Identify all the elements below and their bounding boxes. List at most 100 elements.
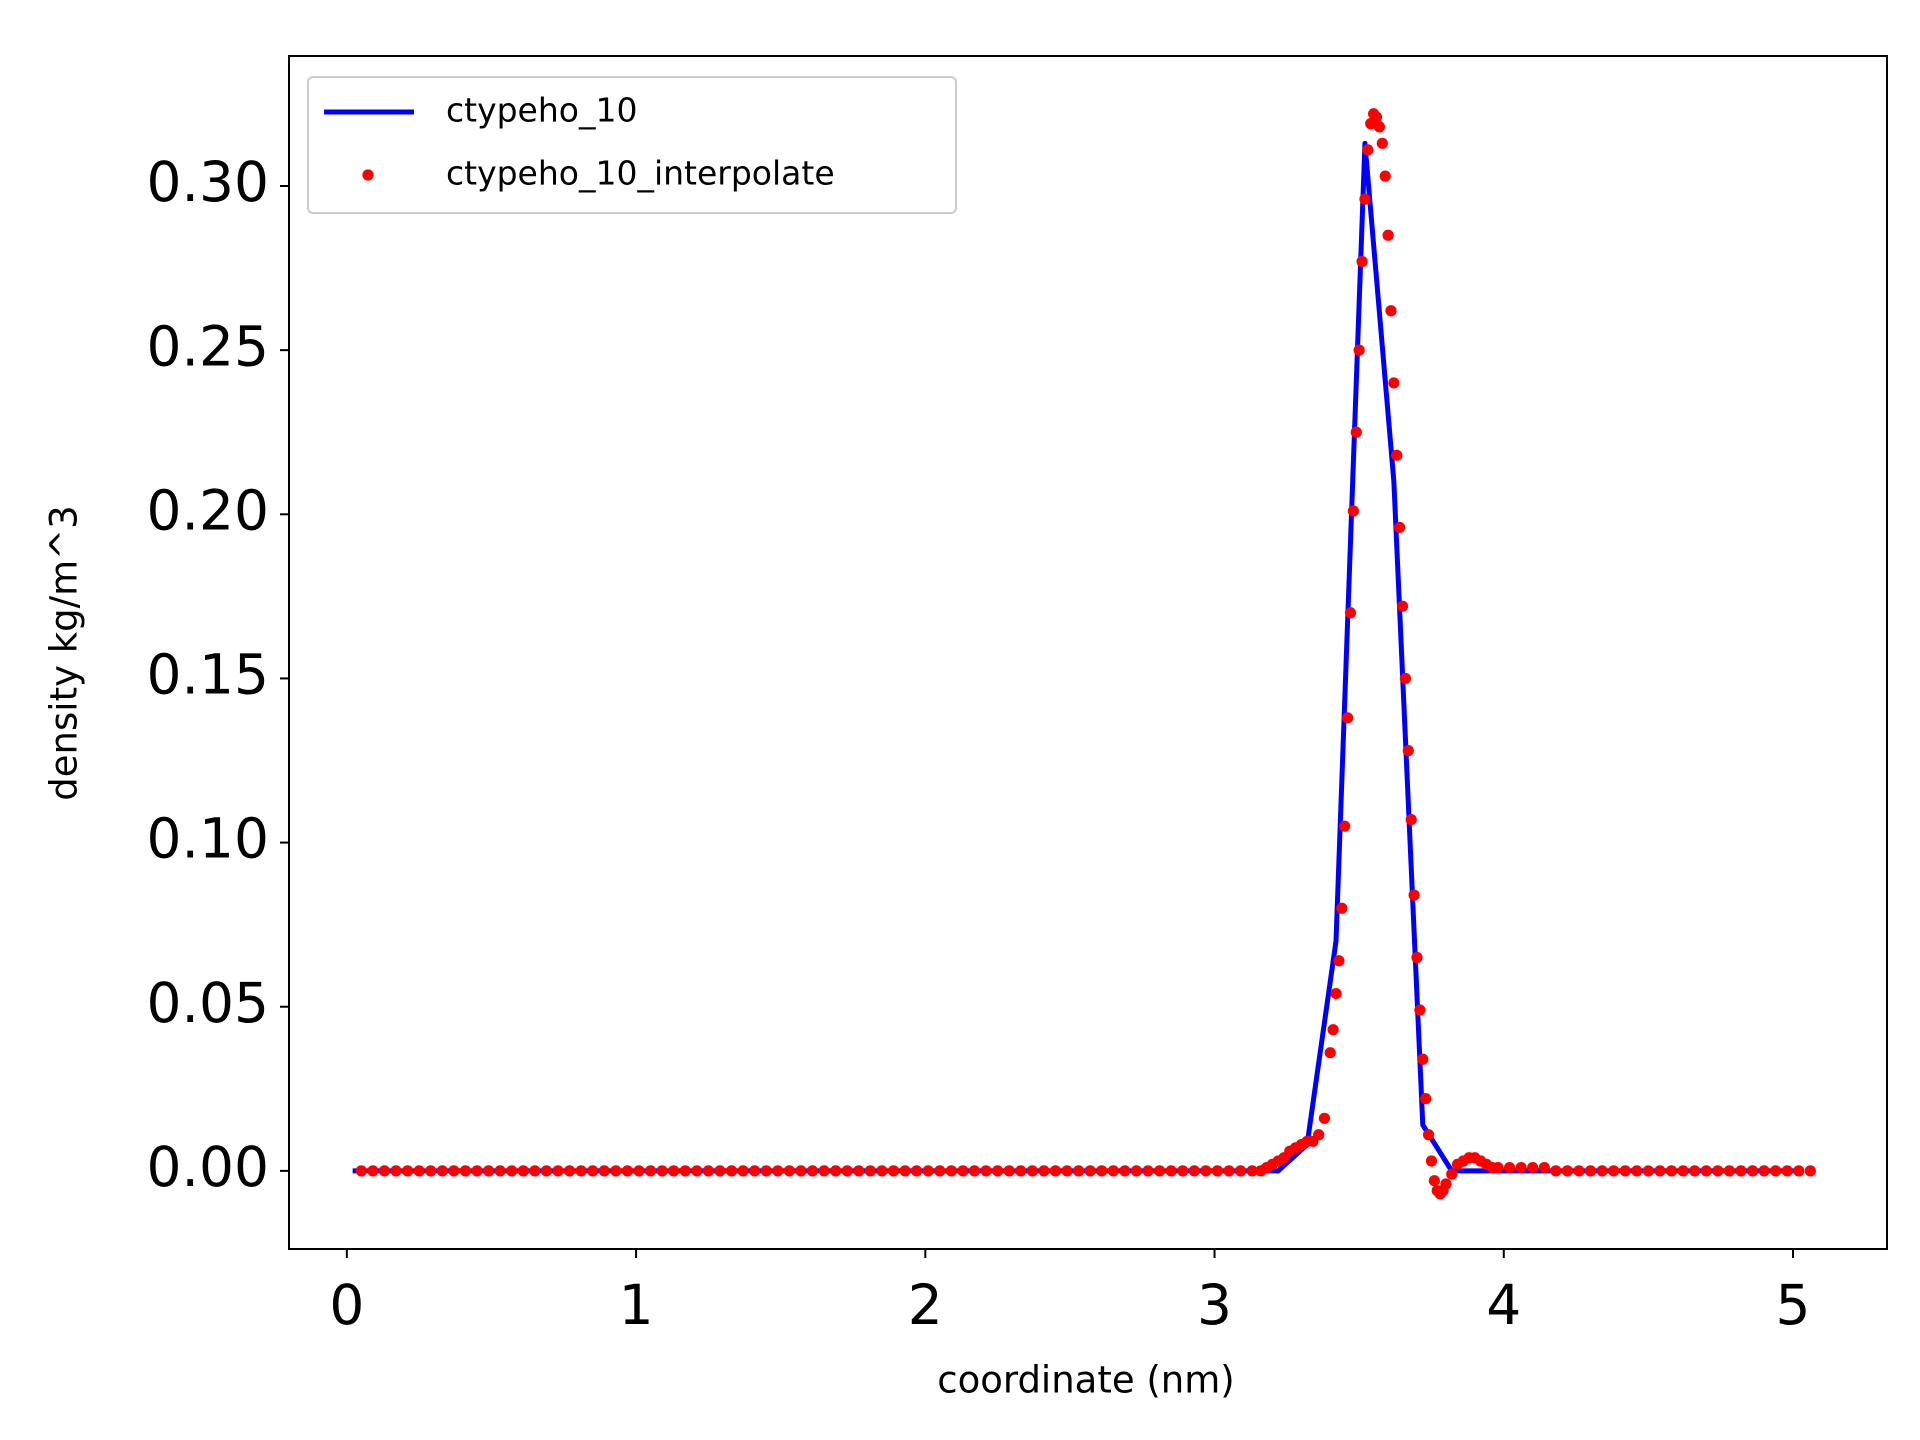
data-point (1246, 1165, 1258, 1177)
data-point (448, 1165, 460, 1177)
data-point (1492, 1161, 1504, 1174)
plot-area (352, 108, 1816, 1200)
data-point (367, 1165, 379, 1177)
data-point (1781, 1165, 1793, 1177)
data-point (968, 1165, 981, 1177)
data-point (1399, 672, 1412, 685)
data-point (1538, 1161, 1550, 1174)
data-point (725, 1165, 738, 1177)
data-point (1619, 1165, 1631, 1177)
data-point (1382, 229, 1394, 241)
data-point (1353, 344, 1365, 356)
data-point (980, 1165, 992, 1177)
data-point (1561, 1165, 1573, 1177)
data-point (714, 1165, 726, 1177)
data-point (1402, 745, 1414, 757)
data-point (934, 1165, 946, 1177)
data-point (540, 1165, 553, 1177)
y-tick-label: 0.25 (147, 314, 269, 378)
data-point (887, 1165, 900, 1177)
data-point (1362, 144, 1374, 156)
data-point (459, 1165, 472, 1177)
data-point (633, 1165, 645, 1177)
data-point (818, 1165, 830, 1177)
data-point (1405, 813, 1417, 826)
data-point (1677, 1165, 1689, 1177)
data-point (1015, 1165, 1027, 1177)
data-point (1723, 1165, 1735, 1177)
data-point (1327, 1024, 1339, 1036)
data-point (1746, 1165, 1759, 1177)
data-point (1388, 377, 1400, 389)
data-point (563, 1165, 576, 1177)
data-point (1038, 1165, 1050, 1177)
data-point (1341, 712, 1354, 724)
data-point (1373, 121, 1385, 133)
data-point (1359, 193, 1371, 205)
data-point (517, 1165, 529, 1177)
data-point (1188, 1165, 1200, 1177)
y-tick-label: 0.20 (147, 478, 269, 542)
data-point (1417, 1053, 1429, 1065)
legend: ctypeho_10 ctypeho_10_interpolate (307, 76, 957, 214)
data-point (1408, 889, 1420, 901)
data-point (1396, 600, 1409, 612)
y-tick-label: 0.10 (147, 807, 269, 871)
x-tick-label: 5 (1776, 1273, 1811, 1337)
data-point (1347, 505, 1359, 517)
data-point (830, 1165, 842, 1177)
data-point (1370, 111, 1383, 123)
data-point (945, 1165, 957, 1177)
data-point (1411, 951, 1423, 964)
data-point (922, 1165, 934, 1177)
data-point (1527, 1161, 1539, 1174)
y-axis-label: density kg/m^3 (43, 505, 86, 800)
data-point (1596, 1165, 1608, 1177)
data-point (702, 1165, 714, 1177)
data-point (1550, 1165, 1562, 1177)
data-point (841, 1165, 853, 1177)
y-tick-label: 0.05 (147, 971, 269, 1035)
data-point (621, 1165, 634, 1177)
axes-frame (288, 55, 1888, 1250)
data-point (598, 1165, 610, 1177)
data-point (1330, 987, 1342, 1000)
data-point (1130, 1165, 1143, 1177)
data-point (436, 1165, 448, 1177)
data-point (1333, 955, 1345, 967)
data-point (772, 1165, 784, 1177)
data-point (737, 1165, 749, 1177)
data-point (1223, 1165, 1235, 1177)
x-tick-label: 0 (329, 1273, 364, 1337)
y-tick-label: 0.00 (147, 1135, 269, 1199)
data-point (911, 1165, 923, 1177)
data-point (1344, 607, 1357, 619)
data-point (1654, 1165, 1666, 1177)
data-point (1313, 1129, 1325, 1141)
data-point (378, 1165, 391, 1177)
data-point (355, 1165, 367, 1177)
data-point (1608, 1165, 1620, 1177)
data-point (1446, 1168, 1458, 1180)
data-point (1689, 1165, 1701, 1177)
data-point (749, 1165, 761, 1177)
data-point (644, 1165, 657, 1177)
data-point (1385, 305, 1397, 317)
data-point (1793, 1165, 1805, 1177)
data-point (425, 1165, 437, 1177)
data-point (1336, 902, 1348, 914)
data-point (1425, 1155, 1438, 1167)
data-point (1350, 426, 1362, 438)
data-point (1153, 1165, 1166, 1177)
data-point (482, 1165, 495, 1177)
data-point (413, 1165, 425, 1177)
data-point (1318, 1112, 1331, 1124)
y-tick-label: 0.15 (147, 643, 269, 707)
data-point (1107, 1165, 1119, 1177)
data-point (1391, 449, 1403, 461)
data-point (1642, 1165, 1654, 1177)
data-point (1234, 1165, 1247, 1177)
x-tick-label: 3 (1197, 1273, 1232, 1337)
data-point (1515, 1161, 1527, 1174)
data-point (853, 1165, 865, 1177)
